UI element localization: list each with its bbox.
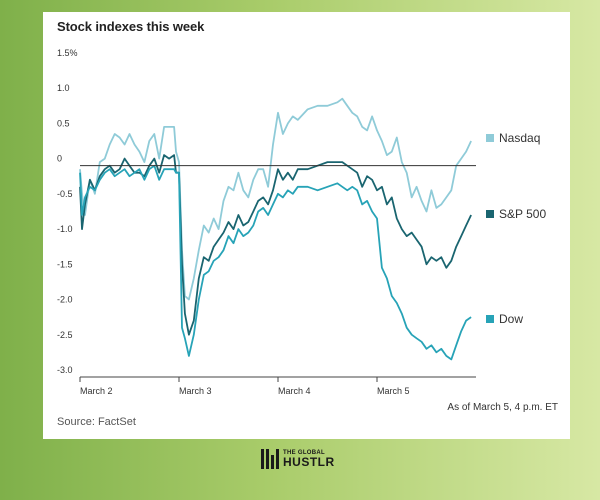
source-note: Source: FactSet	[57, 416, 136, 428]
legend-swatch	[486, 315, 494, 323]
x-tick-label: March 5	[377, 386, 410, 396]
series-line-dow	[79, 164, 472, 361]
brand-line1: THE GLOBAL	[283, 450, 325, 456]
chart-card: Stock indexes this week 1.5% 1.0 0.5 0 -0.5 -…	[43, 12, 570, 439]
legend-label: Dow	[499, 312, 523, 326]
legend-swatch	[486, 134, 494, 142]
x-tick-label: March 4	[278, 386, 311, 396]
brand-line2: HUSTLR	[283, 455, 335, 469]
y-tick-label: -2.0	[57, 295, 73, 305]
y-tick-label: -0.5	[57, 189, 73, 199]
y-tick-label: -3.0	[57, 365, 73, 375]
line-chart: 1.5% 1.0 0.5 0 -0.5 -1.0 -1.5 -2.0 -2.5 -3.0 March…	[57, 48, 546, 396]
brand-bars-icon	[261, 449, 279, 469]
y-tick-label: 0	[57, 154, 62, 164]
chart-title: Stock indexes this week	[57, 19, 205, 34]
y-tick-label: 1.5%	[57, 48, 78, 58]
y-tick-label: 1.0	[57, 83, 70, 93]
timestamp-note: As of March 5, 4 p.m. ET	[447, 402, 558, 413]
y-tick-label: 0.5	[57, 118, 70, 128]
x-tick-label: March 2	[80, 386, 113, 396]
y-tick-label: -1.5	[57, 259, 73, 269]
series-line-s-p-500	[79, 154, 472, 336]
brand-logo: THE GLOBAL HUSTLR	[261, 446, 335, 472]
x-tick-label: March 3	[179, 386, 212, 396]
y-tick-label: -1.0	[57, 224, 73, 234]
legend-swatch	[486, 210, 494, 218]
legend-label: S&P 500	[499, 207, 546, 221]
brand-wordmark: THE GLOBAL HUSTLR	[283, 450, 335, 468]
series-line-nasdaq	[79, 97, 472, 301]
legend-label: Nasdaq	[499, 131, 540, 145]
y-tick-label: -2.5	[57, 330, 73, 340]
